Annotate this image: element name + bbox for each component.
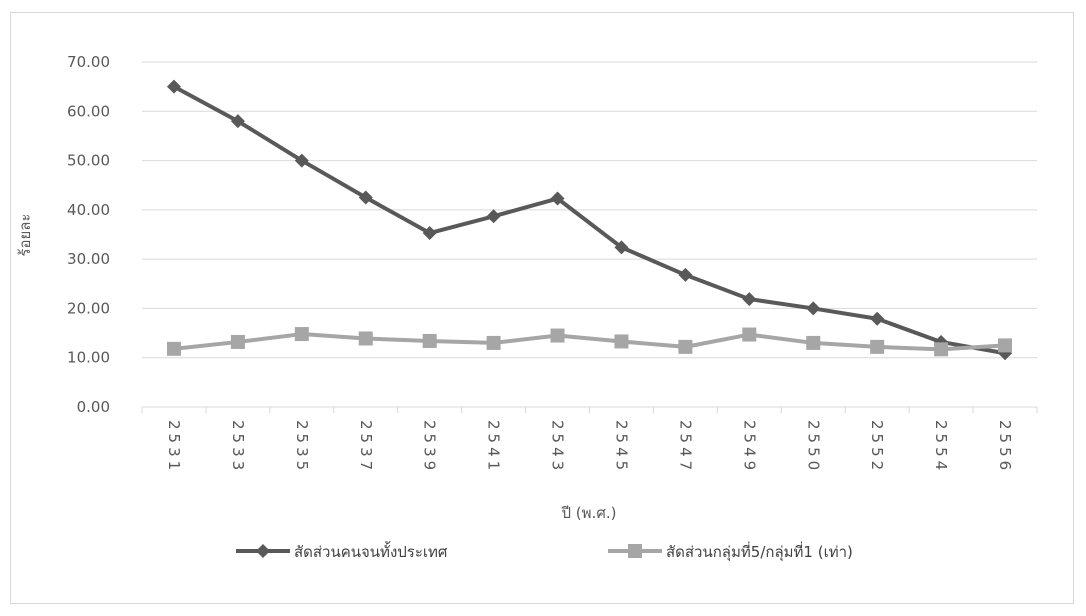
series-1-point (486, 209, 501, 224)
x-axis-title: ปี (พ.ศ.) (561, 504, 617, 522)
series-1-point (678, 267, 693, 282)
series-2-point (870, 339, 885, 354)
series-1-point (166, 79, 181, 94)
legend-label: สัดส่วนกลุ่มที่5/กลุ่มที่1 (เท่า) (666, 541, 853, 562)
legend-marker-diamond (256, 544, 270, 558)
x-tick-label: 2545 (612, 420, 630, 474)
series-2-point (230, 334, 245, 349)
series-1-point (294, 153, 309, 168)
series-2-point (166, 341, 181, 356)
x-axis-tick-labels: 2531 2533 2535 2537 2539 2541 2543 2545 2547 2549… (141, 407, 1038, 474)
gridlines (142, 61, 1037, 408)
series-1-point (870, 311, 885, 326)
series-2-point (486, 335, 501, 350)
x-tick-label: 2531 (165, 420, 183, 474)
series-markers (166, 79, 1013, 361)
x-tick-label: 2550 (804, 420, 822, 474)
legend: สัดส่วนคนจนทั้งประเทศ สัดส่วนกลุ่มที่5/กล… (236, 541, 853, 562)
x-tick-label: 2537 (357, 420, 375, 474)
series-2-point (806, 335, 821, 350)
x-tick-label: 2535 (293, 420, 311, 474)
series-2-point (294, 327, 309, 342)
y-tick-label: 40.00 (67, 201, 110, 219)
y-tick-label: 30.00 (67, 250, 110, 268)
x-tick-label: 2554 (932, 420, 950, 474)
x-tick-label: 2543 (549, 420, 567, 474)
series-1-point (806, 301, 821, 316)
y-axis-title: ร้อยละ (16, 213, 34, 256)
x-tick-label: 2556 (996, 420, 1014, 474)
series-2-point (998, 338, 1013, 353)
legend-label: สัดส่วนคนจนทั้งประเทศ (294, 541, 448, 561)
y-tick-label: 50.00 (67, 152, 110, 170)
series-line-1 (171, 84, 1008, 356)
series-line-2 (171, 332, 1008, 352)
x-tick-label: 2541 (485, 420, 503, 474)
y-tick-label: 10.00 (67, 349, 110, 367)
x-tick-label: 2552 (868, 420, 886, 474)
y-tick-label: 0.00 (77, 398, 110, 416)
series-2-point (422, 333, 437, 348)
series-2-point (678, 339, 693, 354)
y-tick-label: 70.00 (67, 53, 110, 71)
series-2-point (742, 327, 757, 342)
x-tick-label: 2547 (676, 420, 694, 474)
series-1-point (358, 190, 373, 205)
series-2-point (358, 331, 373, 346)
x-tick-label: 2539 (421, 420, 439, 474)
y-axis-tick-labels: 0.00 10.00 20.00 30.00 40.00 50.00 60.00 70.00 (67, 53, 110, 416)
series-1-point (614, 240, 629, 255)
series-1-point (550, 191, 565, 206)
series-1-point (230, 114, 245, 129)
series-1-point (422, 226, 437, 241)
series-lines (171, 84, 1008, 356)
legend-marker-square (628, 544, 642, 558)
x-tick-label: 2549 (740, 420, 758, 474)
x-tick-label: 2533 (229, 420, 247, 474)
y-tick-label: 60.00 (67, 102, 110, 120)
series-2-point (614, 334, 629, 349)
series-1-point (742, 292, 757, 307)
series-2-point (550, 328, 565, 343)
y-tick-label: 20.00 (67, 299, 110, 317)
series-2-point (934, 342, 949, 357)
